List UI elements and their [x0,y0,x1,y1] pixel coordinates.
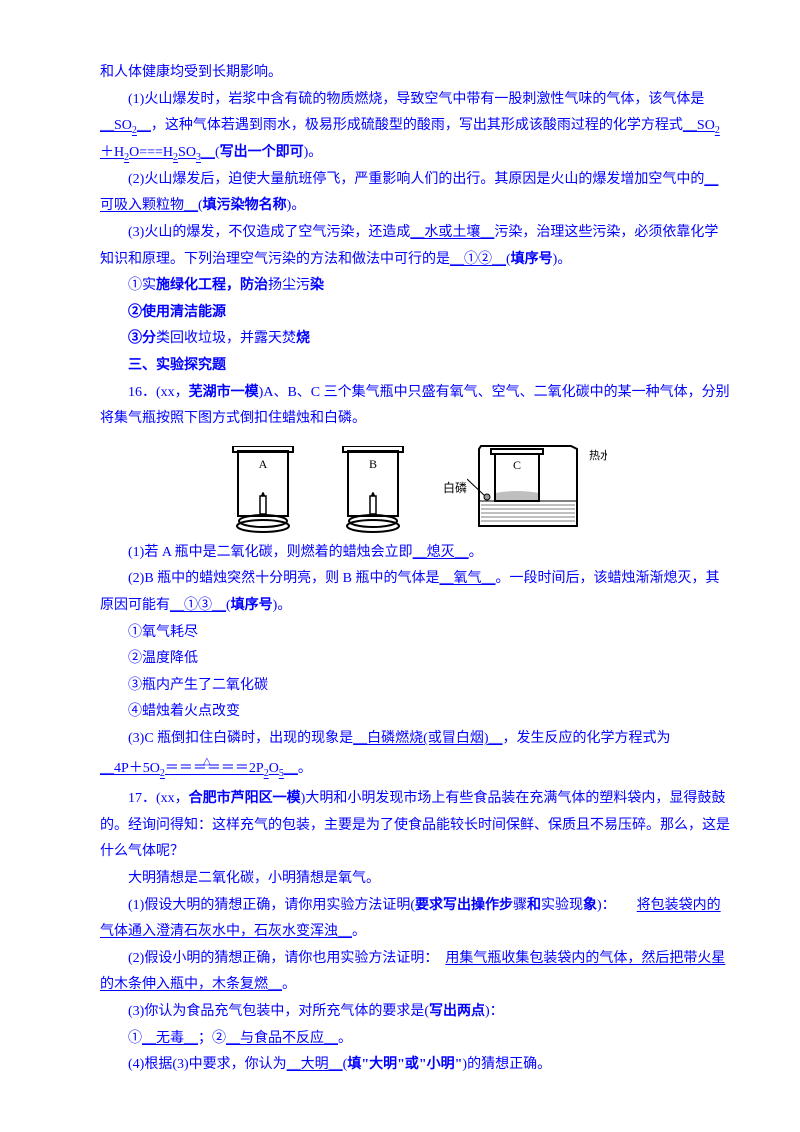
opt2: ②使用清洁能源 [100,300,730,327]
q1: (1)火山爆发时，岩浆中含有硫的物质燃烧，导致空气中带有一股刺激性气味的气体，该… [100,87,730,167]
bailin-label: 白磷 [443,477,467,500]
q17-guess: 大明猜想是二氧化碳，小明猜想是氧气。 [100,866,730,893]
jar-a: A [223,446,303,536]
opt16-4: ④蜡烛着火点改变 [100,699,730,726]
q2: (2)火山爆发后，迫使大量航班停飞，严重影响人们的出行。其原因是火山的爆发增加空… [100,167,730,220]
q16-2: (2)B 瓶中的蜡烛突然十分明亮，则 B 瓶中的气体是__氧气__。一段时间后，… [100,566,730,619]
jar-b: B [333,446,413,536]
svg-text:热水（80℃）: 热水（80℃） [589,449,607,462]
q16-1: (1)若 A 瓶中是二氧化碳，则燃着的蜡烛会立即__熄灭__。 [100,540,730,567]
svg-text:B: B [369,457,377,471]
q3: (3)火山的爆发，不仅造成了空气污染，还造成__水或土壤__污染，治理这些污染，… [100,220,730,273]
q17-1: (1)假设大明的猜想正确，请你用实验方法证明(要求写出操作步骤和实验现象)： 将… [100,893,730,946]
section-3: 三、实验探究题 [100,353,730,380]
opt16-1: ①氧气耗尽 [100,620,730,647]
opt3: ③分类回收垃圾，并露天焚烧 [100,326,730,353]
q17-4: (4)根据(3)中要求，你认为__大明__(填"大明"或"小明")的猜想正确。 [100,1052,730,1079]
figure: A B 白磷 C 热水（80℃） [100,441,730,536]
svg-text:C: C [513,458,521,472]
opt16-2: ②温度降低 [100,646,730,673]
line-1: 和人体健康均受到长期影响。 [100,60,730,87]
q16: 16．(xx，芜湖市一模)A、B、C 三个集气瓶中只盛有氧气、空气、二氧化碳中的… [100,380,730,433]
q16-3: (3)C 瓶倒扣住白磷时，出现的现象是__白磷燃烧(或冒白烟)__，发生反应的化… [100,726,730,753]
beaker-c: C 热水（80℃） [467,441,607,536]
svg-text:A: A [259,457,268,471]
q17-3-ans: ①__无毒__；②__与食品不反应__。 [100,1026,730,1053]
q16-3-eq: ，发生反应的化学方程式为__4P＋5O2△＝＝＝＝＝＝2P2O5__。 [100,752,730,786]
opt16-3: ③瓶内产生了二氧化碳 [100,673,730,700]
q17: 17．(xx，合肥市芦阳区一模)大明和小明发现市场上有些食品装在充满气体的塑料袋… [100,786,730,866]
q17-3: (3)你认为食品充气包装中，对所充气体的要求是(写出两点)： [100,999,730,1026]
q17-2: (2)假设小明的猜想正确，请你也用实验方法证明： 用集气瓶收集包装袋内的气体，然… [100,946,730,999]
opt1: ①实施绿化工程，防治扬尘污染 [100,273,730,300]
